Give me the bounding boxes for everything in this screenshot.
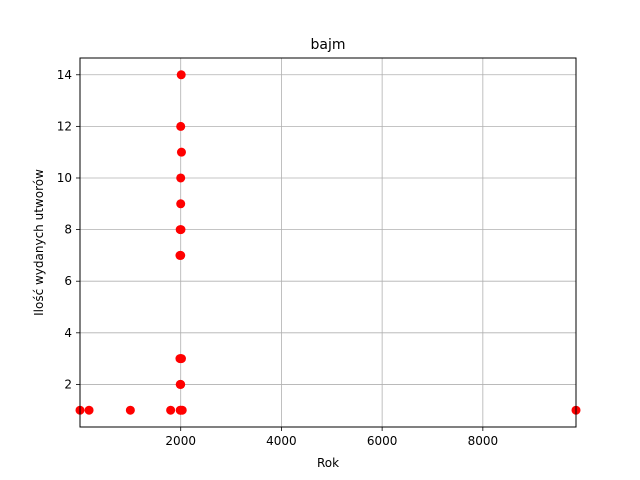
data-point [176,225,186,235]
data-point [176,354,186,364]
data-point [176,147,186,157]
x-tick-label: 4000 [266,434,297,448]
y-tick-label: 12 [57,119,72,133]
data-point [176,379,186,389]
y-tick-label: 10 [57,171,72,185]
y-tick-label: 8 [64,223,72,237]
data-point [176,199,186,209]
data-point [176,173,186,183]
grid-lines [80,58,576,427]
x-tick-label: 8000 [468,434,499,448]
y-tick-label: 2 [64,377,72,391]
y-tick-label: 4 [64,326,72,340]
data-point [176,70,186,80]
y-axis-ticks: 2 4 6 8 10 12 14 [57,68,80,391]
x-tick-label: 2000 [165,434,196,448]
y-axis-label: Ilość wydanych utworów [32,169,46,316]
data-point [176,250,186,260]
chart-title: bajm [311,37,346,53]
data-point [125,405,135,415]
data-point [176,121,186,131]
y-tick-label: 14 [57,68,72,82]
x-axis-ticks: 2000 4000 6000 8000 [165,427,498,448]
data-point [177,405,187,415]
plot-area-frame [79,57,577,428]
data-point [166,405,176,415]
x-tick-label: 6000 [367,434,398,448]
data-points [75,70,581,415]
data-point [84,405,94,415]
x-axis-label: Rok [317,456,339,470]
y-tick-label: 6 [64,274,72,288]
